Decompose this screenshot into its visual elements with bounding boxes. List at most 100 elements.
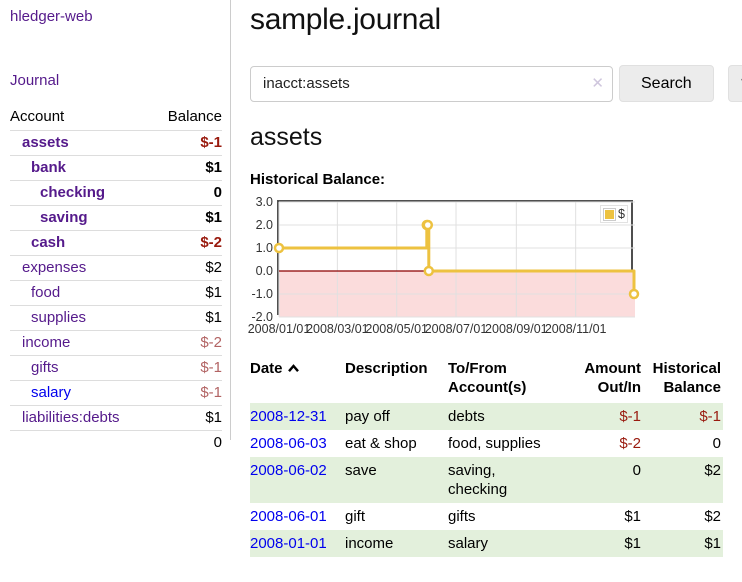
chart-heading: Historical Balance: xyxy=(250,171,386,188)
historical-balance-chart: $ 3.0 2.0 1.0 0.0 -1.0 -2.0 2008/01/01 2008/03/… xyxy=(244,195,742,340)
transaction-date-link[interactable]: 2008-01-01 xyxy=(250,535,327,552)
register-header-description: Description xyxy=(345,360,428,377)
register-header-accounts: To/From Account(s) xyxy=(448,360,527,396)
account-balance: $1 xyxy=(151,205,222,231)
x-axis-tick-label: 2008/09/01 xyxy=(485,322,548,336)
transaction-balance: $-1 xyxy=(643,403,723,430)
transaction-description: pay off xyxy=(345,403,448,430)
chart-legend: $ xyxy=(600,205,628,223)
account-link-salary[interactable]: salary xyxy=(31,384,72,401)
page-title: sample.journal xyxy=(250,3,441,36)
transaction-balance: $2 xyxy=(643,457,723,503)
accounts-table-header: Account Balance xyxy=(10,104,222,131)
x-axis-tick-label: 2008/03/01 xyxy=(306,322,369,336)
search-help-button[interactable]: ? xyxy=(727,65,742,102)
account-link-assets[interactable]: assets xyxy=(22,134,69,151)
account-link-supplies[interactable]: supplies xyxy=(31,309,87,326)
transaction-balance: 0 xyxy=(712,435,721,452)
transaction-balance: $1 xyxy=(643,530,723,557)
accounts-total-row: 0 xyxy=(10,430,222,455)
account-link-checking[interactable]: checking xyxy=(40,184,106,201)
register-table: Date Description To/From Account(s) Amou… xyxy=(250,357,723,557)
main-content: sample.journal ✕ Search ? assets Histori… xyxy=(231,0,742,582)
register-row: 2008-01-01 income salary $1 $1 xyxy=(250,530,723,557)
brand-link[interactable]: hledger-web xyxy=(10,8,93,25)
account-balance: $2 xyxy=(151,255,222,281)
brand: hledger-web xyxy=(10,8,231,26)
account-link-expenses[interactable]: expenses xyxy=(22,259,87,276)
account-balance: $1 xyxy=(151,280,222,306)
account-balance: $1 xyxy=(151,155,222,181)
transaction-amount: 0 xyxy=(563,457,643,503)
transaction-balance: $2 xyxy=(704,508,721,525)
transaction-date-link[interactable]: 2008-06-02 xyxy=(250,462,327,479)
account-balance: $1 xyxy=(151,405,222,431)
transaction-description: save xyxy=(345,457,448,503)
account-row: bank $1 xyxy=(10,155,222,181)
transaction-accounts: food, supplies xyxy=(448,435,541,452)
register-header-amount: Amount Out/In xyxy=(584,360,641,396)
account-balance: $1 xyxy=(151,305,222,331)
legend-swatch-icon xyxy=(603,207,617,221)
transaction-amount: $-1 xyxy=(563,403,643,430)
register-row: 2008-12-31 pay off debts $-1 $-1 xyxy=(250,403,723,430)
account-link-income[interactable]: income xyxy=(22,334,71,351)
account-row: expenses $2 xyxy=(10,255,222,281)
register-row: 2008-06-02 save saving, checking 0 $2 xyxy=(250,457,723,503)
transaction-date-link[interactable]: 2008-06-03 xyxy=(250,435,327,452)
accounts-header-balance: Balance xyxy=(151,104,222,131)
account-row: checking 0 xyxy=(10,180,222,206)
account-row: saving $1 xyxy=(10,205,222,231)
y-axis-tick-label: 1.0 xyxy=(255,241,273,255)
sidebar-divider xyxy=(230,0,231,440)
account-row: salary $-1 xyxy=(10,380,222,406)
transaction-accounts: saving, checking xyxy=(448,457,563,503)
account-link-cash[interactable]: cash xyxy=(31,234,66,251)
transaction-accounts: gifts xyxy=(448,508,476,525)
transaction-accounts: debts xyxy=(448,403,563,430)
account-balance: 0 xyxy=(151,180,222,206)
transaction-description: gift xyxy=(345,508,366,525)
transaction-date-link[interactable]: 2008-06-01 xyxy=(250,508,327,525)
account-page-title: assets xyxy=(250,123,323,151)
x-axis-tick-label: 2008/11/01 xyxy=(544,322,607,336)
account-link-bank[interactable]: bank xyxy=(31,159,67,176)
x-axis-tick-label: 2008/05/01 xyxy=(365,322,428,336)
data-point-marker xyxy=(422,219,434,231)
account-row: gifts $-1 xyxy=(10,355,222,381)
register-row: 2008-06-01 gift gifts $1 $2 xyxy=(250,503,723,530)
transaction-date-link[interactable]: 2008-12-31 xyxy=(250,408,327,425)
search-input[interactable] xyxy=(250,65,613,102)
transaction-amount: $-2 xyxy=(619,435,641,452)
clear-search-icon[interactable]: ✕ xyxy=(591,74,604,92)
nav-journal-link[interactable]: Journal xyxy=(10,72,60,89)
account-balance: $-2 xyxy=(151,230,222,256)
register-header-balance: Historical Balance xyxy=(652,360,721,396)
search-bar: ✕ Search ? xyxy=(250,65,742,102)
account-row: supplies $1 xyxy=(10,305,222,331)
chart-plot: $ xyxy=(273,200,640,318)
register-row: 2008-06-03 eat & shop food, supplies $-2… xyxy=(250,430,723,457)
account-link-gifts[interactable]: gifts xyxy=(31,359,59,376)
y-axis-tick-label: -2.0 xyxy=(251,310,273,324)
accounts-header-account: Account xyxy=(10,104,152,131)
account-balance: $-2 xyxy=(151,330,222,356)
account-row: cash $-2 xyxy=(10,230,222,256)
account-row: assets $-1 xyxy=(10,130,222,156)
account-link-food[interactable]: food xyxy=(31,284,61,301)
data-point-marker xyxy=(423,265,435,277)
transaction-amount: $1 xyxy=(624,508,641,525)
account-row: income $-2 xyxy=(10,330,222,356)
transaction-description: eat & shop xyxy=(345,435,417,452)
legend-label: $ xyxy=(618,207,625,221)
register-header-date: Date xyxy=(250,357,345,403)
search-button[interactable]: Search xyxy=(619,65,714,102)
accounts-total-value: 0 xyxy=(151,430,222,455)
account-link-saving[interactable]: saving xyxy=(40,209,88,226)
transaction-accounts: salary xyxy=(448,530,563,557)
sort-ascending-icon xyxy=(287,359,300,378)
account-link-liabilities-debts[interactable]: liabilities:debts xyxy=(22,409,120,426)
transaction-description: income xyxy=(345,530,448,557)
data-point-marker xyxy=(628,288,640,300)
